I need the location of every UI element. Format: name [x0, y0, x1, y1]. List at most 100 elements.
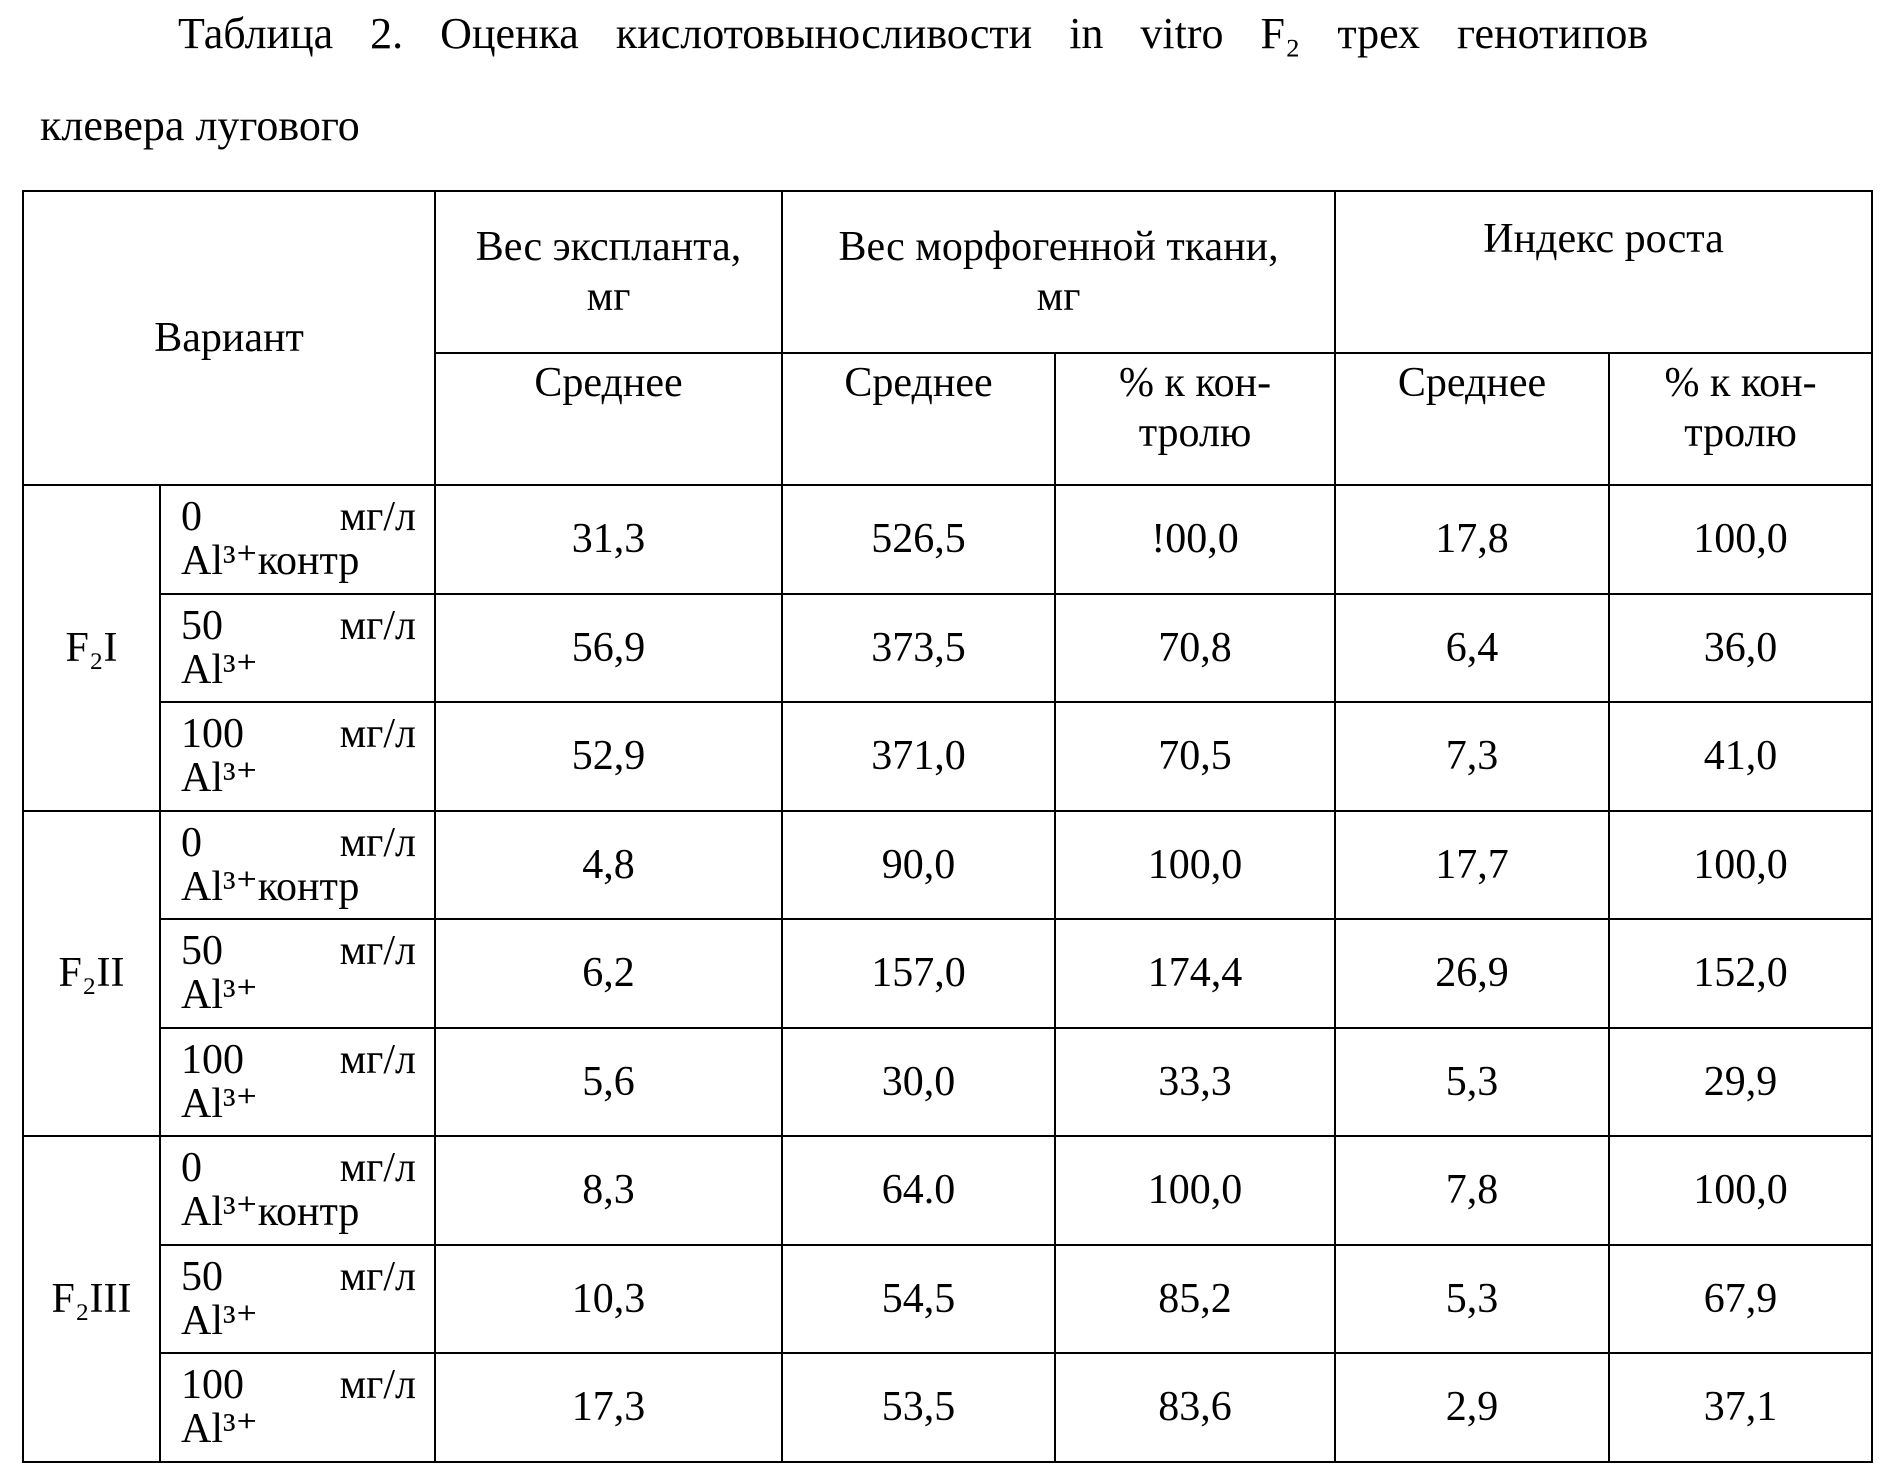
value-cell: 83,6: [1054, 1352, 1337, 1463]
value-cell: 54,5: [781, 1243, 1057, 1354]
dose-cell: 50 мг/л Al³⁺: [158, 918, 437, 1029]
value-cell: 37,1: [1608, 1352, 1874, 1463]
value-cell: 10,3: [434, 1243, 784, 1354]
data-table: Вариант Вес экспланта, мг Вес морфогенной т…: [21, 190, 1874, 1463]
cell-line: Al³⁺: [181, 1406, 258, 1453]
value-cell: 373,5: [781, 592, 1057, 703]
cell-line: Al³⁺контр: [181, 863, 360, 910]
value-cell: 5,6: [434, 1026, 784, 1137]
cell-line: тролю: [1138, 410, 1252, 457]
cell-line: % к кон-: [1118, 360, 1272, 406]
value-cell: 100,0: [1608, 809, 1874, 920]
value-cell: 5,3: [1334, 1026, 1611, 1137]
cell-line: Среднее: [844, 360, 993, 406]
title-line: клевера лугового: [40, 101, 360, 150]
value-cell: 526,5: [781, 484, 1057, 595]
cell-line: Al³⁺контр: [181, 1189, 360, 1236]
value-cell: 152,0: [1608, 918, 1874, 1029]
cell-line: % к кон-: [1664, 360, 1817, 406]
dose-cell: 50 мг/л Al³⁺: [158, 592, 437, 703]
header-cell: Индекс роста: [1334, 190, 1874, 354]
cell-line: Вес экспланта,: [475, 223, 742, 270]
cell-line: 100 мг/л: [181, 1036, 417, 1083]
dose-cell: 0 мг/л Al³⁺контр: [158, 484, 437, 595]
data-row: F₂III 0 мг/л Al³⁺контр 8,3 64.0 100,0 7,8 100,0: [22, 1135, 1874, 1463]
group-cell: F₂I: [22, 484, 161, 812]
header-cell: Среднее: [1334, 352, 1611, 486]
cell-line: 50 мг/л: [181, 928, 417, 975]
data-row: 50 мг/л Al³⁺ 6,2 157,0 174,4 26,9 152,0: [23, 918, 1874, 1029]
cell-line: Al³⁺: [181, 646, 258, 693]
value-cell: 7,3: [1334, 701, 1611, 812]
value-cell: 5,3: [1334, 1243, 1611, 1354]
data-row: F₂II 0 мг/л Al³⁺контр 4,8 90,0 100,0 17,7 100,0: [22, 809, 1874, 1137]
value-cell: 2,9: [1334, 1352, 1611, 1463]
cell-line: Al³⁺: [181, 972, 258, 1019]
value-cell: 8,3: [434, 1135, 784, 1246]
value-cell: 85,2: [1054, 1243, 1337, 1354]
cell-line: тролю: [1684, 410, 1797, 457]
value-cell: 7,8: [1334, 1135, 1611, 1246]
data-row: F₂I 0 мг/л Al³⁺контр 31,3 526,5 !00,0 17,8 100,…: [22, 484, 1874, 812]
dose-cell: 50 мг/л Al³⁺: [158, 1243, 437, 1354]
cell-line: мг: [586, 274, 631, 320]
value-cell: 53,5: [781, 1352, 1057, 1463]
header-cell: % к кон-тролю: [1054, 352, 1337, 486]
value-cell: 17,8: [1334, 484, 1611, 595]
value-cell: 36,0: [1608, 592, 1874, 703]
header-cell: Вариант: [21, 190, 437, 486]
header-row: Среднее Среднее % к кон-тролю Среднее % к ко…: [23, 352, 1874, 486]
value-cell: 31,3: [434, 484, 784, 595]
cell-line: Среднее: [534, 360, 683, 406]
data-row: 100 мг/л Al³⁺ 5,6 30,0 33,3 5,3 29,9: [23, 1026, 1874, 1137]
value-cell: 100,0: [1608, 484, 1874, 595]
cell-line: Вес морфогенной ткани,: [838, 223, 1279, 270]
value-cell: 30,0: [781, 1026, 1057, 1137]
value-cell: 17,7: [1334, 809, 1611, 920]
cell-line: 0 мг/л: [181, 494, 417, 541]
dose-cell: 100 мг/л Al³⁺: [158, 1352, 437, 1463]
cell-line: 50 мг/л: [181, 1253, 417, 1300]
value-cell: 56,9: [434, 592, 784, 703]
dose-cell: 100 мг/л Al³⁺: [158, 1026, 437, 1137]
cell-line: 0 мг/л: [181, 819, 417, 866]
value-cell: 52,9: [434, 701, 784, 812]
value-cell: 100,0: [1054, 809, 1337, 920]
value-cell: 157,0: [781, 918, 1057, 1029]
value-cell: !00,0: [1054, 484, 1337, 595]
dose-cell: 100 мг/л Al³⁺: [158, 701, 437, 812]
value-cell: 41,0: [1608, 701, 1874, 812]
cell-line: 0 мг/л: [181, 1145, 417, 1192]
group-cell: F₂III: [22, 1135, 161, 1463]
value-cell: 100,0: [1054, 1135, 1337, 1246]
cell-line: Среднее: [1397, 360, 1547, 406]
dose-cell: 0 мг/л Al³⁺контр: [158, 809, 437, 920]
cell-line: Al³⁺: [181, 755, 258, 802]
value-cell: 174,4: [1054, 918, 1337, 1029]
value-cell: 67,9: [1608, 1243, 1874, 1354]
value-cell: 33,3: [1054, 1026, 1337, 1137]
cell-line: мг: [1036, 274, 1081, 320]
header-cell: % к кон-тролю: [1608, 352, 1874, 486]
cell-line: 100 мг/л: [181, 711, 417, 758]
header-row: Вариант Вес экспланта, мг Вес морфогенной т…: [21, 190, 1874, 486]
data-row: 50 мг/л Al³⁺ 10,3 54,5 85,2 5,3 67,9: [23, 1243, 1874, 1354]
dose-cell: 0 мг/л Al³⁺контр: [158, 1135, 437, 1246]
header-cell: Вес экспланта, мг: [434, 190, 784, 354]
value-cell: 100,0: [1608, 1135, 1874, 1246]
value-cell: 70,5: [1054, 701, 1337, 812]
value-cell: 26,9: [1334, 918, 1611, 1029]
value-cell: 64.0: [781, 1135, 1057, 1246]
header-cell: Среднее: [781, 352, 1057, 486]
cell-line: Al³⁺: [181, 1297, 258, 1344]
cell-line: 50 мг/л: [181, 602, 417, 649]
data-row: 100 мг/л Al³⁺ 17,3 53,5 83,6 2,9 37,1: [23, 1352, 1874, 1463]
data-row: 100 мг/л Al³⁺ 52,9 371,0 70,5 7,3 41,0: [23, 701, 1874, 812]
header-cell: Среднее: [434, 352, 784, 486]
value-cell: 70,8: [1054, 592, 1337, 703]
cell-line: Al³⁺: [181, 1080, 258, 1127]
value-cell: 371,0: [781, 701, 1057, 812]
value-cell: 6,4: [1334, 592, 1611, 703]
value-cell: 90,0: [781, 809, 1057, 920]
header-cell: Вес морфогенной ткани, мг: [781, 190, 1337, 354]
